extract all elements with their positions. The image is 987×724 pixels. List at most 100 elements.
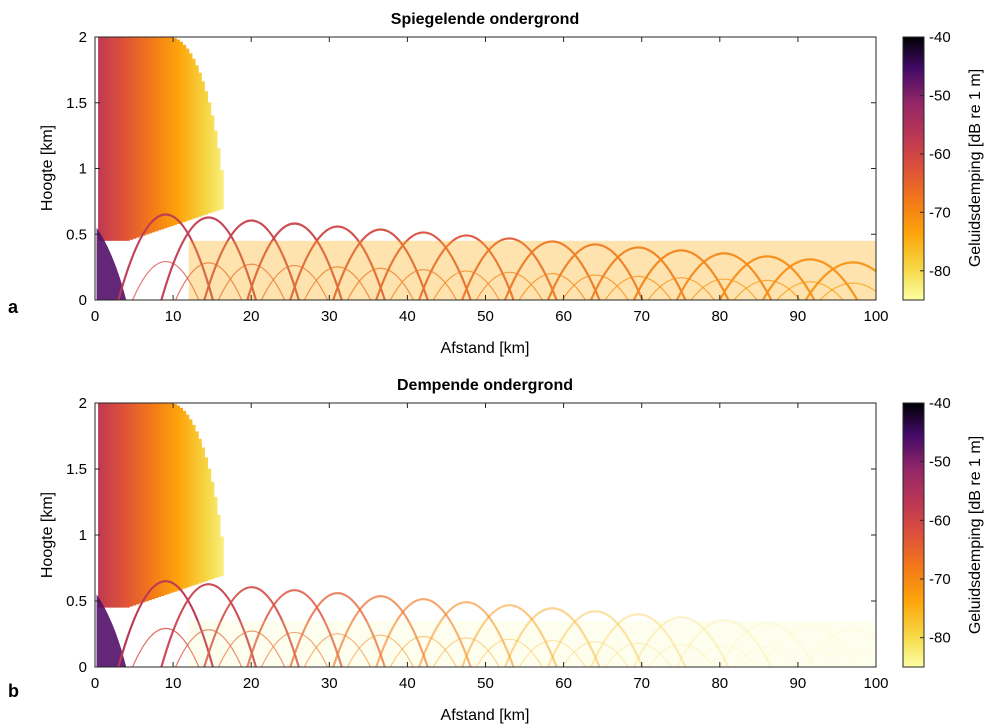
panel-b-nearfield-strip [120,403,124,608]
panel-a-nearfield-strip [154,37,159,232]
panel-a-farfield-haze [188,240,876,300]
panel-b-nearfield-strip [107,403,112,608]
panel-b-farfield-haze [188,620,876,667]
panel-a-xtick-label: 30 [321,308,338,325]
panel-b-nearfield-strip [101,403,105,608]
panel-a-ylabel: Hoogte [km] [39,125,56,211]
panel-a-nearfield-strip [179,41,183,223]
panel-a-colorbar-tick-label: -70 [929,204,951,221]
panel-a-ray-arch [418,234,515,300]
panel-b-xtick-label: 80 [711,675,728,692]
panel-a-ray-arch [289,225,386,300]
panel-a-nearfield-strip [198,72,202,217]
panel-b-nearfield-strip [188,419,193,587]
panel-b-nearfield-strip [201,447,205,583]
panel-a-ytick-label: 2 [79,29,87,46]
panel-b-xtick-label: 40 [399,675,416,692]
panel-b-nearfield-strip [220,536,224,576]
panel-a-nearfield-strip [135,37,140,238]
panel-b-ray-arch [246,589,343,667]
panel-b-nearfield-strip [157,403,162,597]
panel-a-nearfield-strip [220,170,224,210]
panel-b-nearfield-strip [198,438,202,584]
panel-a-xtick-label: 10 [165,308,182,325]
panel-a-ray-arch-echo [561,274,629,300]
panel-a-colorbar [902,36,925,301]
panel-a-nearfield-strip [148,37,152,234]
panel-a-ray-arch [804,261,876,300]
panel-a-nearfield-strip [120,37,124,241]
panel-b-nearfield-strip [176,405,180,591]
panel-b-nearfield-strip [98,403,102,608]
panel-b-xtick-label: 100 [863,675,888,692]
panel-a-nearfield-strip [145,37,149,235]
panel-a-ytick-label: 0 [79,292,87,309]
panel-b-ray-arch [804,628,876,667]
panel-a-nearfield-strip [141,37,146,236]
panel-b-ylabel: Hoogte [km] [39,492,56,578]
panel-a-nearfield-strip [163,37,168,229]
panel-b-nearfield-strip [145,403,149,602]
panel-b-colorbar-ticks: -40 -50 -60 -70 -80 [920,395,951,647]
panel-a-title: Spiegelende ondergrond [391,11,579,28]
panel-b-xtick-label: 0 [91,675,99,692]
panel-b-nearfield-strip [141,403,146,603]
panel-a-ray-arch-echo [518,273,586,300]
panel-a-xtick-label: 20 [243,308,260,325]
panel-a-nearfield-strip [160,37,165,230]
panel-a-colorbar-tick-label: -60 [929,146,951,163]
panel-b-ray-arch [461,604,558,667]
panel-a-ray-arch [160,216,257,300]
panel-a-nearfield-strip [176,39,180,224]
panel-a-nearfield-strip [201,81,205,216]
panel-a-ray-arch-echo [217,263,286,300]
panel-a-nearfield-strip [185,48,190,221]
panel-b-ticks: 0 10 20 30 40 50 60 70 80 90 100 0 0.5 1 1.5 2 [66,395,888,692]
panel-b-nearfield-strip [213,496,218,578]
panel-b-title: Dempende ondergrond [397,377,573,394]
panel-b-ray-arch-echo [389,636,458,667]
panel-a-nearfield-strip [132,37,137,239]
panel-b-ray-arch [117,580,214,667]
panel-b-plot-background [95,403,876,667]
panel-a-nearfield-strip [123,37,127,241]
panel-a-heatmap [96,37,876,300]
panel-a-nearfield-strip [116,37,121,241]
panel-b-ytick-label: 1 [79,527,87,544]
panel-a-ray-arch [461,237,558,300]
panel-b-ray-arch-echo [819,649,876,667]
panel-b-nearfield-strip [204,457,208,582]
panel-a-ray-arch [117,213,214,300]
panel-b-nearfield-strip [179,407,183,590]
panel-b-colorbar-tick-label: -80 [929,630,951,647]
panel-b: Dempende ondergrond 0 10 20 30 40 50 60 70 80 90 1… [8,377,984,724]
panel-b-ray-arch-echo [132,627,200,667]
panel-a-source-lobe [96,227,127,300]
panel-b-nearfield-strip [173,404,177,592]
panel-b-ray-arch [160,583,257,667]
panel-a-ray-arch-echo [346,267,415,300]
panel-b-nearfield-strip [148,403,152,601]
panel-a-xtick-label: 60 [555,308,572,325]
panel-a-plot-background [95,37,876,300]
panel-b-ray-arch-echo [432,637,500,667]
panel-b-nearfield-strip [129,403,134,607]
panel-b-colorbar-tick-label: -50 [929,454,951,471]
panel-a-nearfield-strip [173,38,177,226]
panel-a-ray-arch [246,222,343,300]
panel-b-nearfield-strip [160,403,165,596]
panel-a-colorbar-tick-label: -50 [929,87,951,104]
panel-b-ray-arch [503,607,601,667]
panel-b-ytick-label: 0.5 [66,593,87,610]
panel-a-nearfield-strip [110,37,115,241]
panel-b-ray-arch-echo [303,633,372,667]
panel-a-nearfield-strip [210,115,215,213]
panel-b-nearfield-strip [110,403,115,608]
panel-a-xtick-label: 90 [790,308,807,325]
panel-a-nearfield-strip [104,37,109,241]
panel-a-label: a [8,297,19,317]
panel-a-ray-arch-echo [819,282,876,300]
panel-a-colorbar-ticks: -40 -50 -60 -70 -80 [920,29,951,280]
panel-b-colorbar-tick-label: -60 [929,512,951,529]
panel-b-ray-arch-echo [647,644,715,667]
